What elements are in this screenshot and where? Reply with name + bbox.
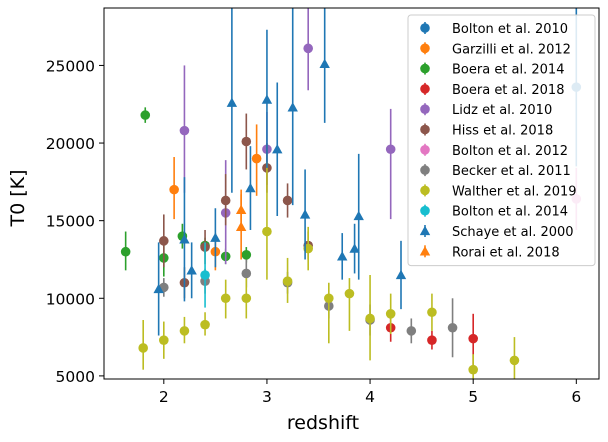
data-point xyxy=(251,153,262,164)
data-point xyxy=(365,313,375,324)
legend-label: Hiss et al. 2018 xyxy=(452,124,553,139)
data-point xyxy=(179,125,190,136)
data-point xyxy=(200,319,210,330)
legend-label: Boera et al. 2014 xyxy=(452,63,564,78)
data-point xyxy=(299,209,311,219)
plot-marks xyxy=(120,8,582,379)
y-tick-label: 20000 xyxy=(46,135,95,153)
data-point xyxy=(303,43,313,54)
legend-box xyxy=(407,14,596,267)
legend-marker xyxy=(420,84,430,94)
data-point xyxy=(468,364,478,375)
legend-label: Schaye et al. 2000 xyxy=(452,225,574,240)
data-point xyxy=(319,58,330,69)
legend-marker xyxy=(420,145,430,155)
data-point xyxy=(287,102,298,112)
data-point xyxy=(241,293,252,304)
legend-marker xyxy=(420,205,430,216)
legend-label: Lidz et al. 2010 xyxy=(452,103,552,118)
data-point xyxy=(241,136,252,147)
series-12 xyxy=(235,189,247,260)
x-tick-label: 6 xyxy=(571,388,581,406)
x-tick-label: 4 xyxy=(365,388,375,406)
data-point xyxy=(210,232,221,242)
legend-label: Bolton et al. 2010 xyxy=(452,22,568,37)
data-point xyxy=(220,293,231,304)
data-point xyxy=(427,335,437,345)
data-point xyxy=(261,94,273,104)
y-tick-label: 5000 xyxy=(56,368,95,386)
x-tick-label: 3 xyxy=(262,388,272,406)
data-point xyxy=(179,326,190,336)
y-tick-label: 25000 xyxy=(46,57,95,75)
y-tick-label: 15000 xyxy=(46,213,95,231)
legend-marker xyxy=(420,124,430,135)
y-axis-label: T0 [K] xyxy=(7,169,29,227)
data-point xyxy=(179,234,190,244)
axes: 2 3 4 5 6 5000 10000 15000 20000 25000 xyxy=(46,7,600,406)
legend-label: Bolton et al. 2014 xyxy=(452,205,568,220)
data-point xyxy=(245,182,256,193)
series-9 xyxy=(138,161,520,379)
data-point xyxy=(395,269,407,280)
data-point xyxy=(272,144,283,154)
data-point xyxy=(468,333,478,344)
data-point xyxy=(186,265,197,275)
x-tick-label: 5 xyxy=(468,388,478,406)
legend-marker xyxy=(420,23,430,33)
data-point xyxy=(282,195,293,206)
data-point xyxy=(349,243,360,253)
data-point xyxy=(509,355,520,366)
legend-marker xyxy=(420,165,430,175)
x-axis-label: redshift xyxy=(287,412,359,434)
data-point xyxy=(169,184,179,195)
data-point xyxy=(406,326,417,336)
data-point xyxy=(385,309,396,319)
series-11 xyxy=(153,8,407,336)
legend-label: Boera et al. 2018 xyxy=(452,83,564,98)
data-point xyxy=(241,268,252,279)
data-point xyxy=(159,236,169,246)
data-point xyxy=(159,335,169,345)
data-point xyxy=(337,251,348,261)
data-point xyxy=(241,250,252,260)
data-point xyxy=(220,195,231,206)
plot-area xyxy=(120,8,582,379)
legend-marker xyxy=(420,63,430,74)
legend-marker xyxy=(419,246,431,256)
data-point xyxy=(138,343,148,353)
legend-label: Becker et al. 2011 xyxy=(452,164,571,179)
legend-marker xyxy=(419,225,431,236)
data-point xyxy=(153,283,164,294)
series-10 xyxy=(200,242,210,308)
data-point xyxy=(447,322,458,333)
y-tick-label: 10000 xyxy=(46,290,95,308)
legend-marker xyxy=(420,104,430,114)
legend-marker xyxy=(420,43,430,54)
legend-label: Walther et al. 2019 xyxy=(452,184,577,199)
data-point xyxy=(140,110,151,120)
data-point xyxy=(120,246,131,257)
data-point xyxy=(344,288,355,299)
legend-label: Garzilli et al. 2012 xyxy=(452,42,571,57)
data-point xyxy=(385,144,396,155)
data-point xyxy=(226,97,238,107)
data-point xyxy=(262,226,272,237)
x-tick-label: 2 xyxy=(159,388,169,406)
data-point xyxy=(427,307,437,318)
legend-label: Rorai et al. 2018 xyxy=(452,245,560,260)
legend-label: Bolton et al. 2012 xyxy=(452,144,568,159)
data-point xyxy=(282,276,293,287)
data-point xyxy=(235,204,247,214)
legend-marker xyxy=(420,185,430,196)
data-point xyxy=(200,270,210,280)
data-point xyxy=(324,293,334,304)
data-point xyxy=(353,210,364,221)
legend: Bolton et al. 2010 Garzilli et al. 2012 Bo… xyxy=(407,14,596,267)
axes-frame xyxy=(103,7,600,380)
